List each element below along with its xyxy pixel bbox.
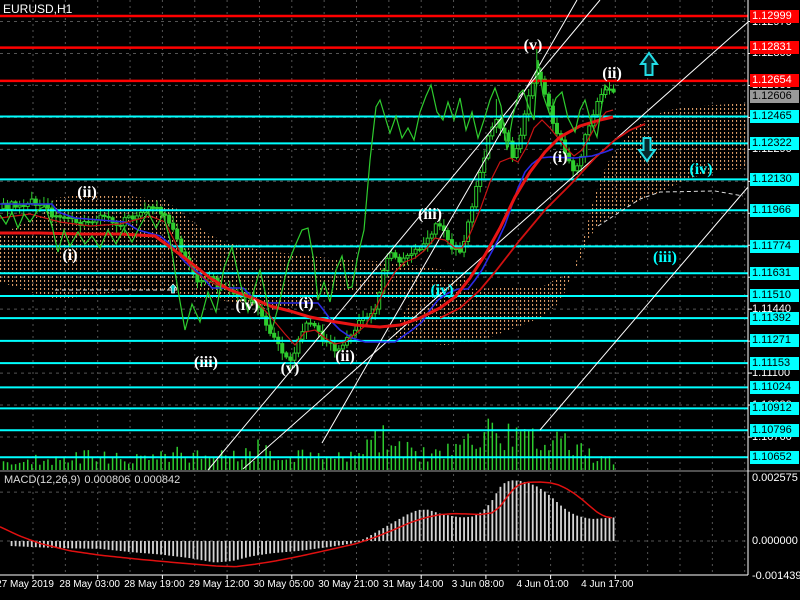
level-lines [0,14,748,459]
macd-histogram [0,480,615,568]
trend-lines[interactable] [55,0,749,471]
big-down-arrow-icon [637,137,657,163]
volume-bars [2,418,615,470]
buy-arrow-marker [168,283,178,294]
big-up-arrow-icon [639,51,659,76]
indicator-lines [0,59,646,346]
